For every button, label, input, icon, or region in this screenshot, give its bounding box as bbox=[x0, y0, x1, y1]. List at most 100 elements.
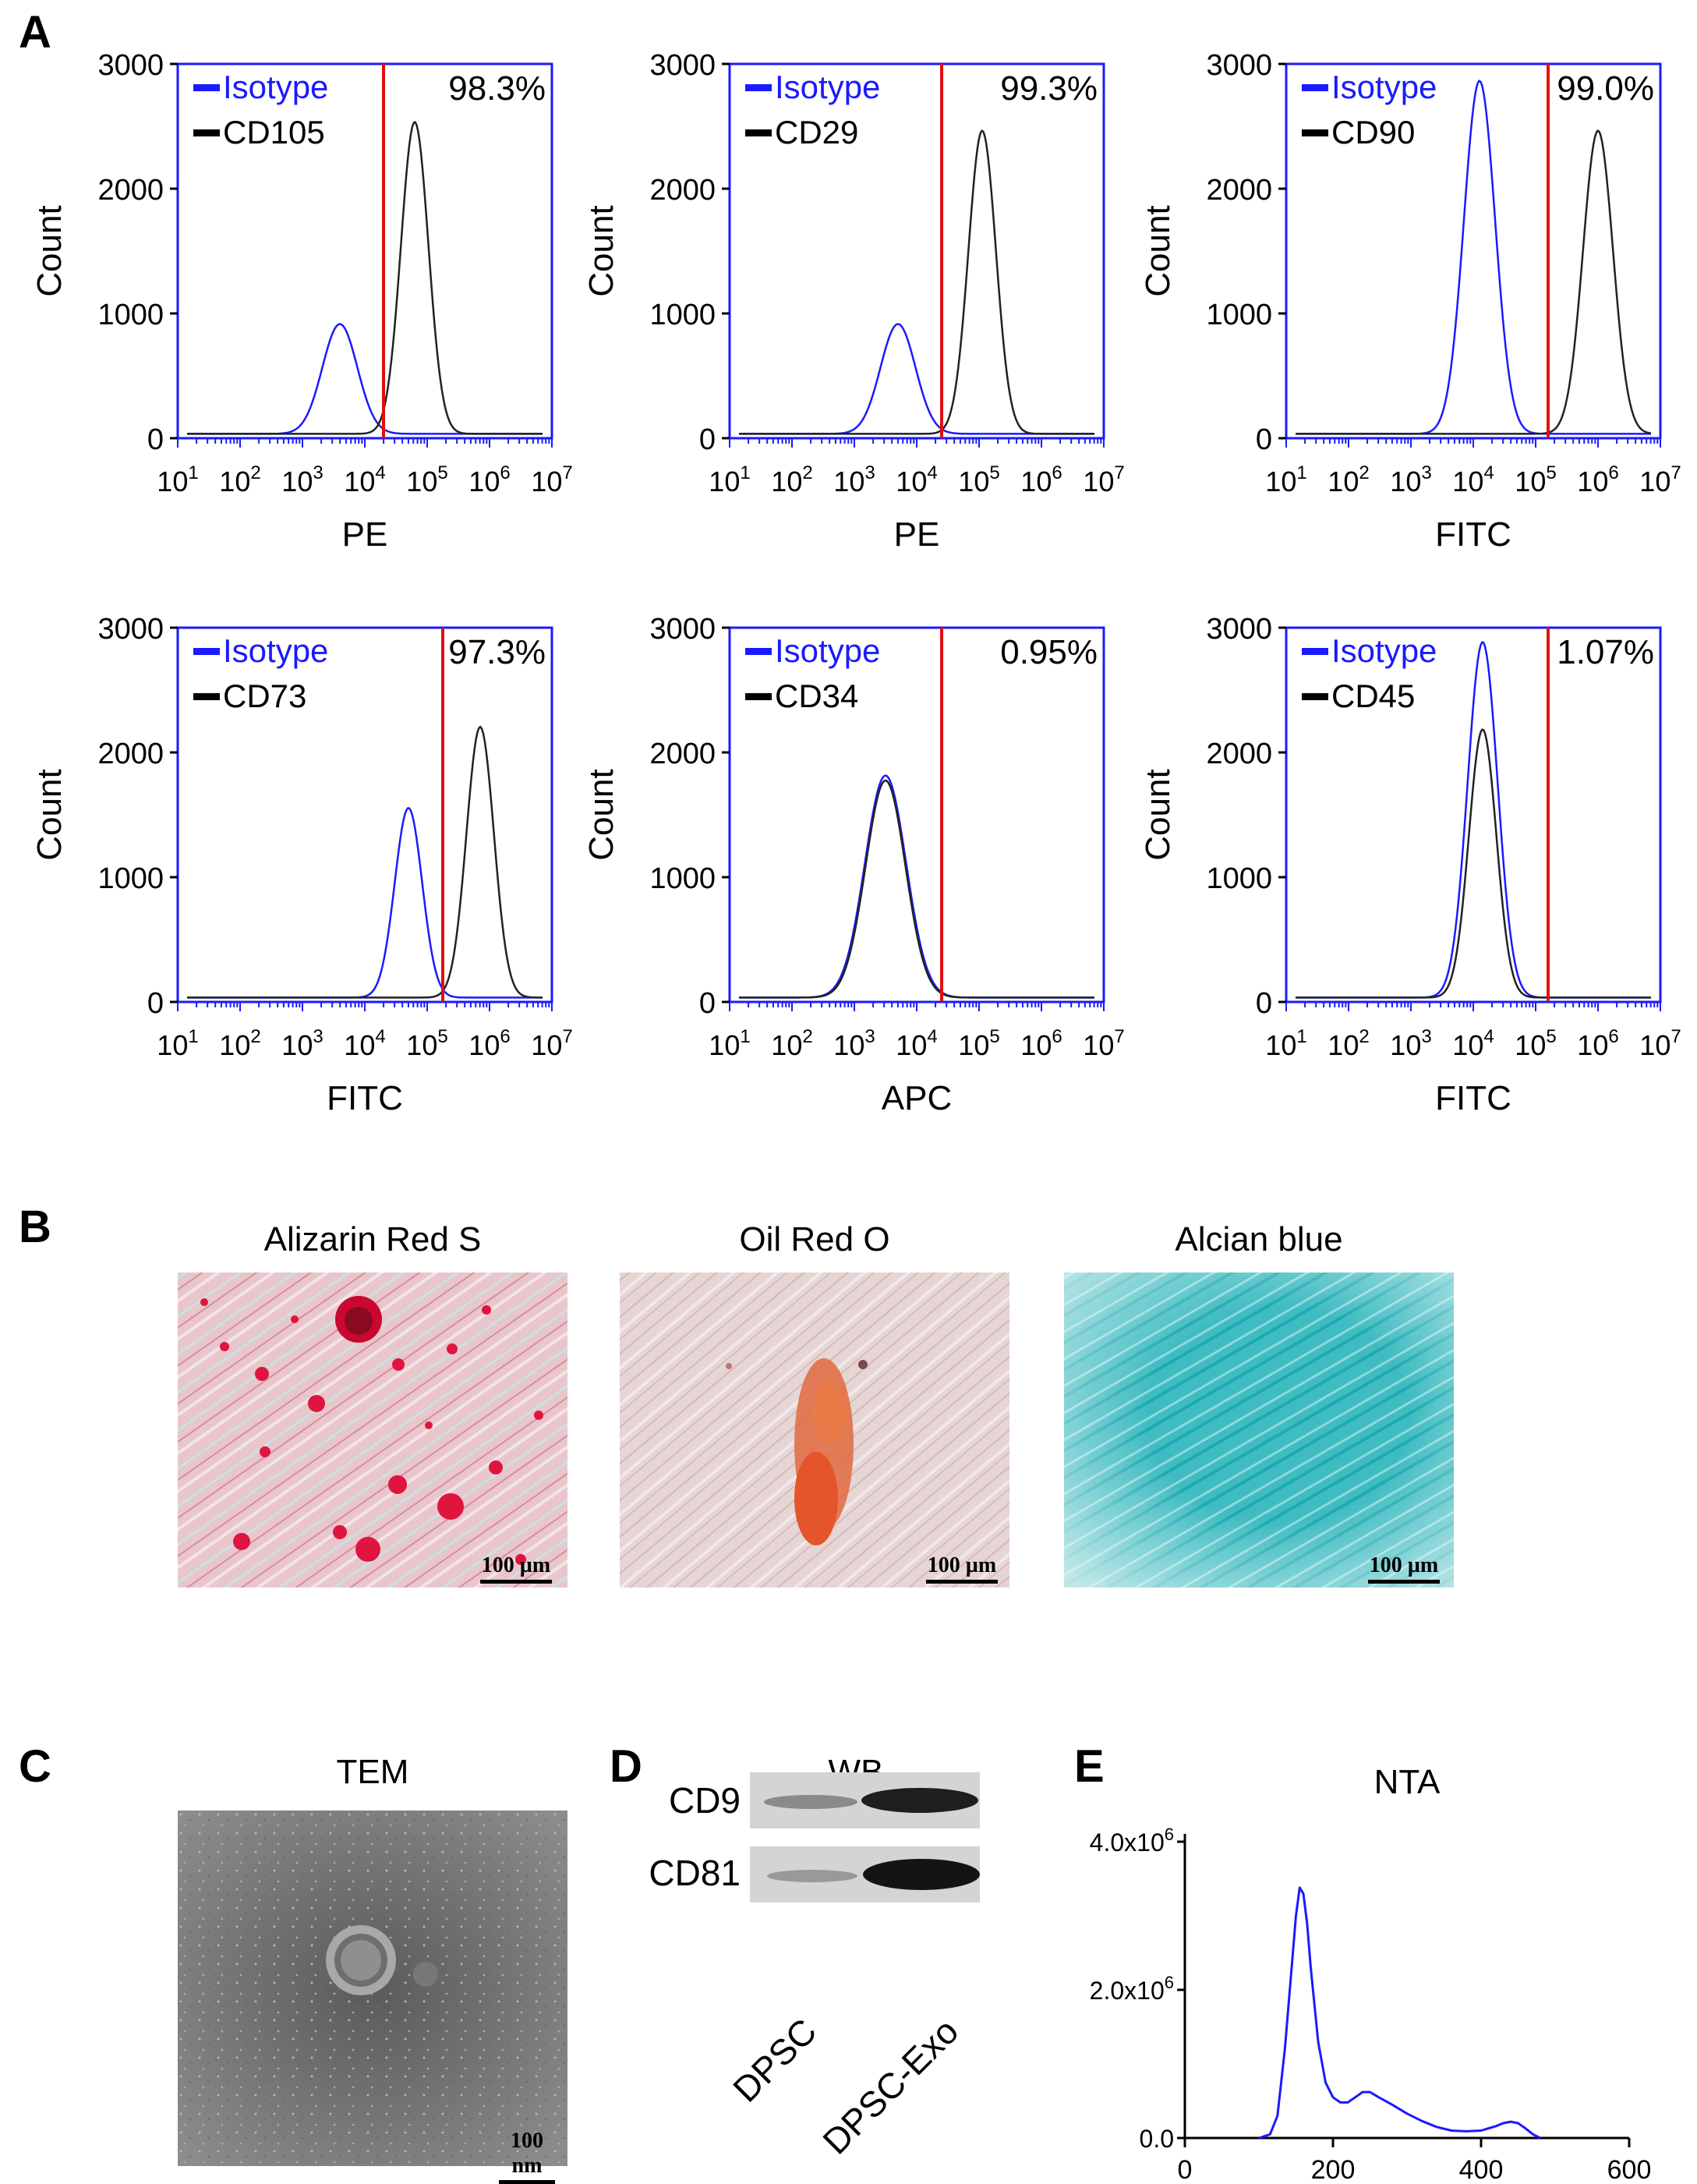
legend-isotype-label: Isotype bbox=[1331, 69, 1437, 105]
legend-isotype-swatch bbox=[193, 84, 220, 91]
marker-curve bbox=[1296, 728, 1651, 999]
legend-isotype-label: Isotype bbox=[223, 69, 328, 105]
isotype-curve bbox=[739, 323, 1094, 435]
legend-marker-label: CD90 bbox=[1331, 114, 1415, 150]
panel-label-d: D bbox=[610, 1741, 642, 1792]
x-tick-label: 101 bbox=[709, 462, 750, 497]
x-axis-label: FITC bbox=[327, 1079, 403, 1117]
y-tick-label: 1000 bbox=[1206, 299, 1272, 331]
nta-x-tick-label: 200 bbox=[1311, 2155, 1356, 2180]
x-tick-label: 107 bbox=[531, 1026, 572, 1061]
x-tick-label: 107 bbox=[1083, 1026, 1124, 1061]
isotype-curve bbox=[187, 807, 543, 999]
flow-plot-cd105: 0 1000 2000 3000 Count 101 102 103 104 105 106 107 P… bbox=[30, 49, 573, 554]
y-tick-label: 1000 bbox=[1206, 862, 1272, 895]
tem-title: TEM bbox=[336, 1753, 409, 1791]
legend-marker-swatch bbox=[745, 129, 772, 136]
x-tick-label: 106 bbox=[1020, 462, 1062, 497]
x-tick-label: 104 bbox=[344, 462, 385, 497]
y-tick-label: 3000 bbox=[97, 49, 164, 82]
positive-percent: 99.3% bbox=[1000, 69, 1098, 108]
flow-plot-cd29: 0 1000 2000 3000 Count 101 102 103 104 105 106 107 P… bbox=[582, 49, 1125, 554]
oil-red-scale-bar: 100 µm bbox=[926, 1553, 998, 1584]
isotype-curve bbox=[739, 774, 1094, 999]
x-tick-label: 101 bbox=[1265, 1026, 1306, 1061]
y-tick-label: 1000 bbox=[649, 862, 716, 895]
flow-plot-cd34: 0 1000 2000 3000 Count 101 102 103 104 105 106 107 A… bbox=[582, 613, 1125, 1117]
y-tick-label: 2000 bbox=[649, 738, 716, 770]
x-tick-label: 101 bbox=[1265, 462, 1306, 497]
flow-cytometry-grid: 0 1000 2000 3000 Count 101 102 103 104 105 106 107 P… bbox=[30, 49, 1681, 1117]
nta-y-tick-label: 0.0 bbox=[1140, 2125, 1174, 2153]
x-tick-label: 103 bbox=[833, 1026, 875, 1061]
y-tick-label: 2000 bbox=[1206, 738, 1272, 770]
y-tick-label: 1000 bbox=[97, 862, 164, 895]
y-tick-label: 3000 bbox=[1206, 49, 1272, 82]
alcian-scale-bar: 100 µm bbox=[1368, 1553, 1440, 1584]
positive-percent: 98.3% bbox=[448, 69, 546, 108]
wb-lane-dpsc-exo: DPSC-Exo bbox=[815, 2010, 967, 2162]
x-tick-label: 102 bbox=[219, 462, 260, 497]
x-tick-label: 104 bbox=[1452, 462, 1494, 497]
legend-isotype-label: Isotype bbox=[775, 632, 880, 669]
wb-band-label-cd9: CD9 bbox=[668, 1780, 741, 1821]
x-tick-label: 101 bbox=[709, 1026, 750, 1061]
y-axis-label: Count bbox=[582, 205, 620, 296]
x-tick-label: 105 bbox=[1515, 1026, 1556, 1061]
nta-y-tick-label: 2.0x106 bbox=[1090, 1973, 1174, 2005]
y-axis-label: Count bbox=[1139, 769, 1177, 860]
wb-blot-cd9 bbox=[750, 1772, 980, 1828]
positive-percent: 1.07% bbox=[1557, 633, 1654, 671]
y-tick-label: 2000 bbox=[97, 174, 164, 207]
positive-percent: 97.3% bbox=[448, 633, 546, 671]
x-tick-label: 104 bbox=[896, 1026, 937, 1061]
y-tick-label: 2000 bbox=[649, 174, 716, 207]
x-axis-label: FITC bbox=[1435, 515, 1511, 554]
flow-plot-cd45: 0 1000 2000 3000 Count 101 102 103 104 105 106 107 F… bbox=[1139, 613, 1681, 1117]
y-tick-label: 1000 bbox=[97, 299, 164, 331]
y-tick-label: 0 bbox=[699, 423, 716, 456]
x-tick-label: 107 bbox=[1639, 1026, 1681, 1061]
x-tick-label: 103 bbox=[1390, 462, 1431, 497]
panel-label-c: C bbox=[19, 1741, 51, 1792]
legend-isotype-label: Isotype bbox=[775, 69, 880, 105]
positive-percent: 99.0% bbox=[1557, 69, 1654, 108]
oil-red-title: Oil Red O bbox=[739, 1220, 890, 1258]
legend-isotype-label: Isotype bbox=[223, 632, 328, 669]
marker-curve bbox=[187, 120, 543, 435]
nta-y-tick-label: 4.0x106 bbox=[1090, 1825, 1174, 1857]
x-tick-label: 103 bbox=[281, 1026, 323, 1061]
y-tick-label: 0 bbox=[1256, 423, 1272, 456]
x-axis-label: FITC bbox=[1435, 1079, 1511, 1117]
x-axis-label: PE bbox=[894, 515, 940, 554]
marker-curve bbox=[1296, 129, 1652, 435]
legend-isotype-swatch bbox=[745, 648, 772, 655]
legend-isotype-swatch bbox=[1302, 84, 1328, 91]
panel-label-a: A bbox=[19, 7, 51, 58]
y-tick-label: 3000 bbox=[97, 613, 164, 646]
wb-blot-cd81 bbox=[750, 1846, 980, 1903]
y-tick-label: 3000 bbox=[1206, 613, 1272, 646]
x-axis-label: APC bbox=[882, 1079, 952, 1117]
nta-curve bbox=[1258, 1886, 1541, 2140]
x-axis-label: PE bbox=[342, 515, 388, 554]
legend-isotype-swatch bbox=[1302, 648, 1328, 655]
x-tick-label: 105 bbox=[958, 462, 999, 497]
panel-label-e: E bbox=[1074, 1741, 1105, 1792]
legend-marker-swatch bbox=[1302, 129, 1328, 136]
legend-marker-label: CD34 bbox=[775, 678, 858, 714]
x-tick-label: 106 bbox=[1577, 462, 1618, 497]
alcian-blue-photo bbox=[1064, 1273, 1454, 1588]
wb-lane-dpsc: DPSC bbox=[725, 2010, 825, 2110]
y-axis-label: Count bbox=[30, 205, 69, 296]
nta-x-tick-label: 400 bbox=[1459, 2155, 1504, 2180]
x-tick-label: 102 bbox=[771, 1026, 812, 1061]
x-tick-label: 107 bbox=[531, 462, 572, 497]
x-tick-label: 104 bbox=[1452, 1026, 1494, 1061]
x-tick-label: 106 bbox=[468, 462, 510, 497]
y-tick-label: 0 bbox=[147, 987, 164, 1020]
y-tick-label: 0 bbox=[147, 423, 164, 456]
x-tick-label: 106 bbox=[1020, 1026, 1062, 1061]
legend-marker-swatch bbox=[193, 693, 220, 700]
legend-marker-swatch bbox=[745, 693, 772, 700]
